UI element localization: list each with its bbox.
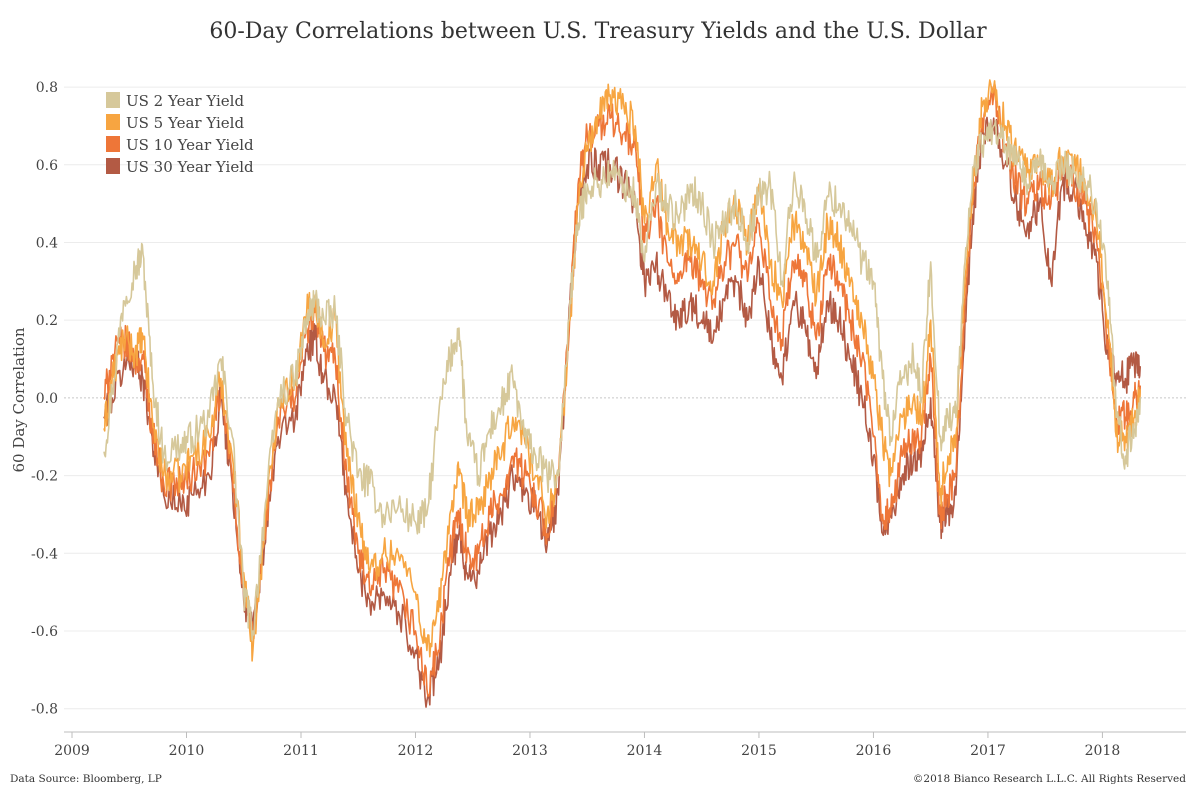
y-tick-label: -0.8 [31, 702, 58, 718]
legend-swatch [106, 136, 120, 152]
y-tick-label: -0.2 [31, 469, 58, 485]
x-tick-label: 2018 [1085, 743, 1121, 759]
series-line-us2 [103, 119, 1141, 641]
x-tick-label: 2011 [283, 743, 319, 759]
legend-label: US 5 Year Yield [126, 114, 244, 132]
y-tick-label: -0.6 [31, 624, 58, 640]
y-axis: 0.8 0.6 0.4 0.2 0.0 -0.2 -0.4 -0.6 -0.8 [31, 80, 58, 718]
series-line-us30 [103, 116, 1141, 708]
series-lines [103, 79, 1141, 708]
copyright-note: ©2018 Bianco Research L.L.C. All Rights … [913, 773, 1186, 785]
chart-title: 60-Day Correlations between U.S. Treasur… [209, 19, 987, 44]
y-tick-label: 0.4 [36, 235, 58, 251]
y-tick-label: -0.4 [31, 546, 58, 562]
x-tick-label: 2016 [856, 743, 892, 759]
x-tick-label: 2009 [54, 743, 90, 759]
y-tick-label: 0.6 [36, 158, 58, 174]
legend-label: US 2 Year Yield [126, 92, 244, 110]
legend-swatch [106, 158, 120, 174]
y-tick-label: 0.8 [36, 80, 58, 96]
gridlines [64, 86, 1186, 710]
y-tick-label: 0.2 [36, 313, 58, 329]
y-axis-title: 60 Day Correlation [10, 327, 28, 472]
y-tick-label: 0.0 [36, 391, 58, 407]
x-tick-label: 2012 [398, 743, 434, 759]
legend: US 2 Year Yield US 5 Year Yield US 10 Year… [106, 92, 254, 176]
data-source-note: Data Source: Bloomberg, LP [10, 773, 162, 785]
x-tick-label: 2017 [970, 743, 1006, 759]
legend-swatch [106, 114, 120, 130]
legend-label: US 30 Year Yield [126, 158, 254, 176]
x-tick-label: 2010 [169, 743, 205, 759]
legend-swatch [106, 92, 120, 108]
x-axis: 2009 2010 2011 2012 2013 2014 2015 2016 2017 2018 [54, 731, 1186, 759]
x-tick-label: 2013 [512, 743, 548, 759]
x-tick-label: 2015 [741, 743, 777, 759]
x-tick-label: 2014 [627, 743, 663, 759]
legend-label: US 10 Year Yield [126, 136, 254, 154]
